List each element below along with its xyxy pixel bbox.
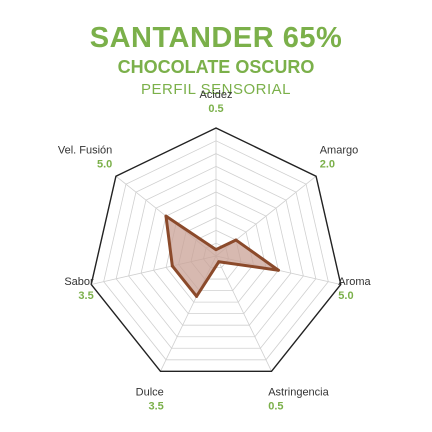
data-point-amargo	[234, 238, 238, 242]
radar-series	[164, 214, 280, 298]
value-label-vel-fusi-n: 5.0	[97, 159, 112, 171]
grid-ring-7	[128, 165, 304, 338]
chart-title: SANTANDER 65%	[89, 22, 343, 54]
axis-label-amargo: Amargo	[320, 145, 359, 157]
axis-spoke-3	[215, 255, 272, 372]
radar-labels: Acidez 0.5 Amargo 2.0 Aroma 5.0 Astringencia 0.…	[58, 89, 372, 412]
grid-ring-8	[115, 153, 317, 349]
axis-label-vel-fusi-n: Vel. Fusión	[58, 145, 112, 157]
data-point-vel-fusi-n	[164, 214, 168, 218]
data-point-astringencia	[217, 260, 221, 264]
axis-label-aroma: Aroma	[338, 276, 371, 288]
data-point-sabor	[170, 264, 174, 268]
axis-label-dulce: Dulce	[136, 386, 164, 398]
outer-boundary	[90, 127, 342, 373]
data-point-acidez	[214, 248, 218, 252]
data-point-dulce	[195, 294, 199, 298]
value-label-sabor: 3.5	[78, 290, 93, 302]
radar-outline	[90, 127, 342, 373]
grid-ring-5	[153, 191, 279, 315]
chart-caption: PERFIL SENSORIAL	[141, 81, 291, 98]
value-label-dulce: 3.5	[148, 400, 163, 412]
axis-label-acidez: Acidez	[199, 89, 232, 101]
series-area-0	[164, 214, 280, 298]
axis-label-astringencia: Astringencia	[268, 386, 329, 398]
value-label-acidez: 0.5	[208, 103, 223, 115]
chart-subtitle: CHOCOLATE OSCURO	[117, 57, 315, 77]
grid-ring-6	[140, 178, 292, 326]
chart-header: SANTANDER 65% CHOCOLATE OSCURO PERFIL SE…	[0, 22, 432, 100]
value-label-amargo: 2.0	[320, 159, 335, 171]
axis-label-sabor: Sabor	[64, 276, 94, 288]
grid-ring-9	[103, 140, 329, 361]
data-point-aroma	[276, 268, 280, 272]
value-label-astringencia: 0.5	[268, 400, 283, 412]
value-label-aroma: 5.0	[338, 290, 353, 302]
